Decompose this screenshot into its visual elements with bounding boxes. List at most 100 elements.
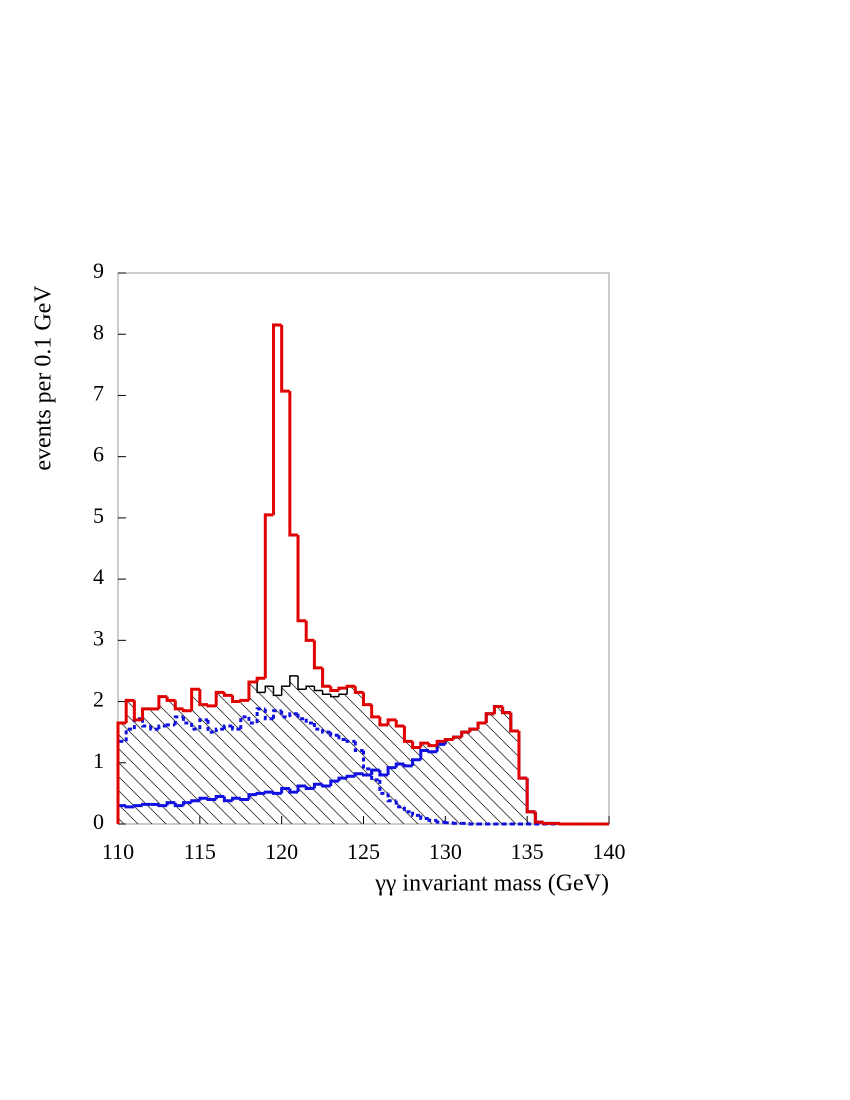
histogram-step <box>231 796 241 801</box>
histogram-step <box>370 768 380 776</box>
histogram-step <box>345 684 356 689</box>
hatched-bar <box>518 778 528 824</box>
histogram-step <box>132 804 143 808</box>
y-tick-label: 6 <box>93 442 104 467</box>
histogram-step <box>190 799 200 803</box>
histogram-step <box>330 694 339 698</box>
histogram-step <box>206 719 217 734</box>
histogram-step <box>263 790 274 794</box>
histogram-step <box>353 741 364 753</box>
histogram-step <box>362 750 372 771</box>
histogram-step <box>402 806 413 814</box>
histogram-step <box>247 680 258 701</box>
histogram-step <box>305 685 315 690</box>
hatched-bar <box>232 701 241 824</box>
histogram-step <box>263 708 274 721</box>
hatched-bar <box>445 739 454 824</box>
histogram-step <box>165 801 176 806</box>
histogram-step <box>181 716 192 725</box>
x-axis-label: γγ invariant mass (GeV) <box>374 871 609 897</box>
hatched-bar <box>199 704 209 824</box>
histogram-step <box>427 818 438 822</box>
histogram-step <box>468 822 479 826</box>
histogram-step <box>492 704 503 714</box>
histogram-step <box>255 707 266 723</box>
hatched-bar <box>142 708 151 824</box>
histogram-step <box>263 513 274 679</box>
hatched-bar <box>273 695 282 824</box>
hatched-bar <box>281 686 290 824</box>
hatched-bar <box>248 681 258 824</box>
histogram-step <box>198 796 209 801</box>
y-tick-label: 8 <box>93 319 104 344</box>
histogram-step <box>173 715 184 725</box>
hatched-bar <box>150 708 159 824</box>
histogram-step <box>181 801 192 806</box>
histogram-step <box>452 821 462 825</box>
histogram-step <box>271 791 282 795</box>
histogram-step <box>231 726 241 731</box>
x-tick-label: 115 <box>184 839 216 864</box>
histogram-step <box>256 681 266 694</box>
histogram-step <box>280 685 290 696</box>
histogram-step <box>190 722 200 731</box>
histogram-step <box>222 796 233 803</box>
histogram-step <box>370 704 380 719</box>
histogram-step <box>435 739 446 746</box>
histogram-step <box>427 743 438 748</box>
hatched-bar <box>510 730 519 824</box>
histogram-step <box>181 708 192 713</box>
histogram-step <box>296 784 307 793</box>
histogram-step <box>239 798 249 802</box>
histogram-step <box>501 706 511 715</box>
histogram-step <box>460 730 470 738</box>
histogram-step <box>378 716 389 727</box>
histogram-step <box>297 675 307 691</box>
histogram-step <box>157 804 168 808</box>
histogram-step <box>337 735 348 742</box>
histogram-step <box>198 718 209 730</box>
hatched-bar <box>191 689 200 824</box>
histogram-step <box>132 700 143 722</box>
histogram-step <box>386 718 397 725</box>
histogram-step <box>353 686 364 694</box>
histogram-step <box>411 741 421 749</box>
histogram-step <box>427 750 438 754</box>
x-tick-label: 130 <box>429 839 462 864</box>
histogram-step <box>394 719 405 728</box>
histogram-step <box>272 686 282 697</box>
histogram-step <box>484 712 495 723</box>
hatched-bar <box>216 692 225 824</box>
histogram-step <box>116 721 127 824</box>
hatched-bar <box>412 747 421 824</box>
histogram-step <box>402 764 413 768</box>
histogram-step <box>386 793 397 803</box>
hatched-bar <box>306 686 315 824</box>
histogram-step <box>206 704 217 708</box>
x-tick-label: 125 <box>347 839 380 864</box>
histogram-step <box>206 798 217 802</box>
histogram-step <box>288 712 299 717</box>
histogram-step <box>124 805 135 809</box>
hatched-bar <box>134 719 143 824</box>
hatched-bar <box>265 686 274 824</box>
histogram-step <box>141 802 151 806</box>
y-axis-label: events per 0.1 GeV <box>31 285 57 471</box>
histogram-step <box>411 811 421 817</box>
histogram-step <box>165 723 176 727</box>
histogram-step <box>271 709 282 719</box>
y-tick-label: 3 <box>93 625 104 650</box>
histogram-step <box>362 773 372 777</box>
histogram-step <box>157 724 168 730</box>
hatched-bar <box>126 700 135 824</box>
histogram-step <box>214 727 225 733</box>
y-tick-label: 7 <box>93 380 104 405</box>
histogram-step <box>280 710 290 719</box>
histogram-step <box>190 687 200 711</box>
y-tick-label: 2 <box>93 687 104 712</box>
histogram-step <box>312 782 323 789</box>
histogram-step <box>443 821 454 825</box>
histogram-step <box>419 815 429 820</box>
histogram-step <box>157 695 168 709</box>
